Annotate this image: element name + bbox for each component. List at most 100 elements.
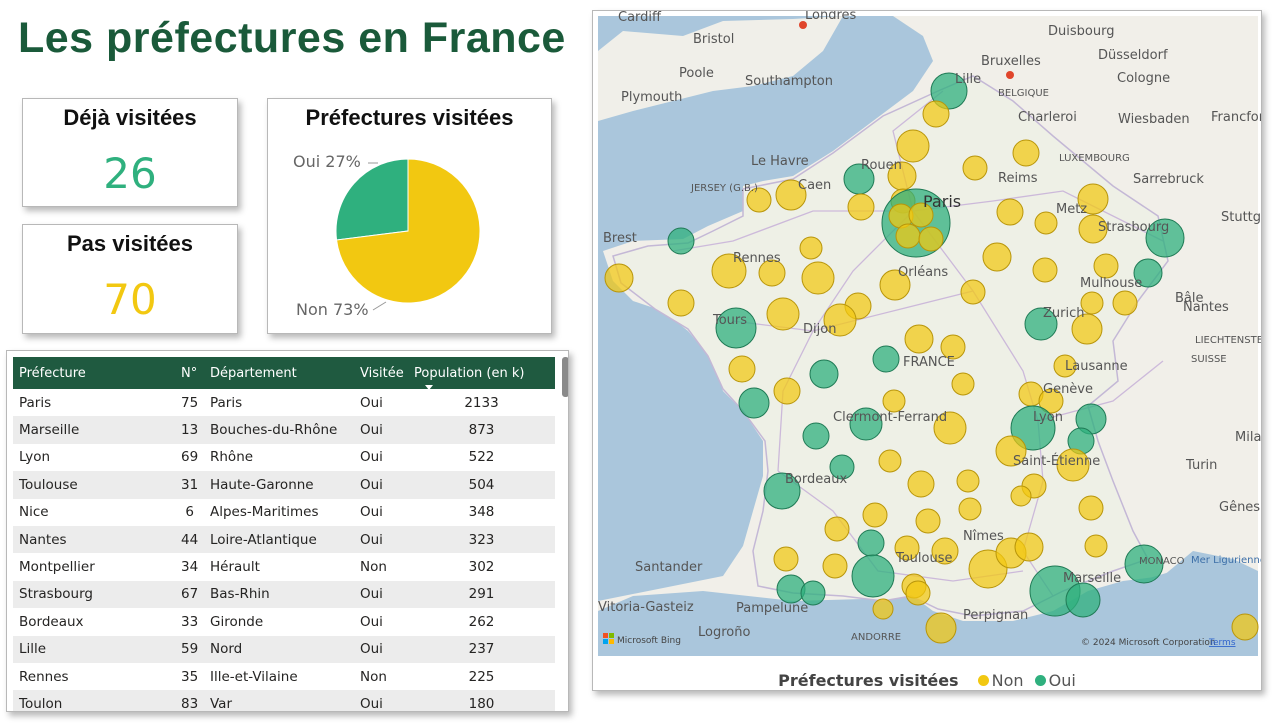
map-bubble-not-visited[interactable] [940,334,966,360]
table-row[interactable]: Toulon 83 Var Oui 180 [13,690,555,711]
pie-slice-non[interactable] [336,158,481,304]
map-bubble-visited[interactable] [1010,405,1056,451]
kpi-not-visited-card[interactable]: Pas visitées 70 [22,224,238,334]
map-bubble-not-visited[interactable] [882,389,906,413]
map-bubble-not-visited[interactable] [996,198,1024,226]
column-header-department[interactable]: Département [204,357,354,389]
column-header-visited[interactable]: Visitée [354,357,408,389]
map-bubble-not-visited[interactable] [822,553,848,579]
map-bubble-not-visited[interactable] [904,324,934,354]
pie-slice-oui[interactable] [335,158,409,241]
map-bubble-visited[interactable] [1065,582,1101,618]
map-bubble-not-visited[interactable] [1078,495,1104,521]
map-bubble-not-visited[interactable] [1056,448,1090,482]
table-row[interactable]: Marseille 13 Bouches-du-Rhône Oui 873 [13,416,555,444]
map-bubble-not-visited[interactable] [1038,388,1064,414]
map-bubble-not-visited[interactable] [905,580,931,606]
map-bubble-not-visited[interactable] [1071,313,1103,345]
table-scrollbar[interactable] [562,357,568,397]
table-row[interactable]: Nice 6 Alpes-Maritimes Oui 348 [13,499,555,526]
map-bubble-not-visited[interactable] [982,242,1012,272]
map-bubble-not-visited[interactable] [960,279,986,305]
map-bubble-not-visited[interactable] [894,535,920,561]
map-bubble-not-visited[interactable] [1010,485,1032,507]
map-bubble-visited[interactable] [715,307,757,349]
map-bubble-visited[interactable] [809,359,839,389]
map-bubble-not-visited[interactable] [766,297,800,331]
map-bubble-not-visited[interactable] [962,155,988,181]
map-bubble-not-visited[interactable] [951,372,975,396]
map-bubble-visited[interactable] [849,407,883,441]
map-bubble-not-visited[interactable] [711,253,747,289]
map-bubble-not-visited[interactable] [1078,214,1108,244]
map-bubble-not-visited[interactable] [958,497,982,521]
map-bubble-not-visited[interactable] [872,598,894,620]
table-row[interactable]: Strasbourg 67 Bas-Rhin Oui 291 [13,580,555,609]
map-bubble-visited[interactable] [829,454,855,480]
map-bubble-not-visited[interactable] [758,259,786,287]
table-row[interactable]: Toulouse 31 Haute-Garonne Oui 504 [13,471,555,499]
prefectures-table-card[interactable]: Préfecture N° Département Visitée Popula… [6,350,569,712]
map-bubble-visited[interactable] [1133,258,1163,288]
map-bubble-not-visited[interactable] [925,612,957,644]
map-bubble-not-visited[interactable] [1112,290,1138,316]
map-bubble-visited[interactable] [763,472,801,510]
table-row[interactable]: Rennes 35 Ille-et-Vilaine Non 225 [13,663,555,690]
map-bubble-not-visited[interactable] [1077,183,1109,215]
map-bubble-not-visited[interactable] [801,261,835,295]
map-bubble-not-visited[interactable] [746,187,772,213]
map-bubble-not-visited[interactable] [908,202,934,228]
map-bubble-not-visited[interactable] [915,508,941,534]
map-bubble-visited[interactable] [851,554,895,598]
map-bubble-visited[interactable] [738,387,770,419]
map-bubble-not-visited[interactable] [878,449,902,473]
kpi-visited-card[interactable]: Déjà visitées 26 [22,98,238,207]
table-row[interactable]: Paris 75 Paris Oui 2133 [13,389,555,416]
map-bubble-not-visited[interactable] [1032,257,1058,283]
map-bubble-visited[interactable] [1124,544,1164,584]
map-bubble-not-visited[interactable] [933,411,967,445]
pie-chart-card[interactable]: Préfectures visitées Oui 27% Non 73% [267,98,552,334]
map-bubble-not-visited[interactable] [931,537,959,565]
map-card[interactable]: Cardiff Bristol Poole Southampton Plymouth Lo… [592,10,1262,691]
table-row[interactable]: Lille 59 Nord Oui 237 [13,635,555,663]
map-bubble-not-visited[interactable] [1093,253,1119,279]
terms-link[interactable]: Terms [1208,638,1236,648]
table-row[interactable]: Nantes 44 Loire-Atlantique Oui 323 [13,525,555,554]
column-header-population[interactable]: Population (en k) [408,357,555,389]
map-bubble-visited[interactable] [1024,307,1058,341]
table-row[interactable]: Montpellier 34 Hérault Non 302 [13,553,555,580]
map-bubble-not-visited[interactable] [862,502,888,528]
map-bubble-visited[interactable] [930,72,968,110]
map-bubble-not-visited[interactable] [956,469,980,493]
map-bubble-visited[interactable] [802,422,830,450]
map-bubble-not-visited[interactable] [773,546,799,572]
map-bubble-not-visited[interactable] [799,236,823,260]
map-bubble-not-visited[interactable] [918,226,944,252]
map-bubble-not-visited[interactable] [775,179,807,211]
map-bubble-not-visited[interactable] [1080,291,1104,315]
map-bubble-not-visited[interactable] [895,223,921,249]
map-bubble-visited[interactable] [800,580,826,606]
column-header-number[interactable]: N° [175,357,204,389]
map-bubble-not-visited[interactable] [728,355,756,383]
map-bubble-not-visited[interactable] [823,303,857,337]
map-bubble-not-visited[interactable] [1012,139,1040,167]
table-row[interactable]: Lyon 69 Rhône Oui 522 [13,444,555,471]
map-bubble-not-visited[interactable] [922,100,950,128]
map-bubble-not-visited[interactable] [1231,613,1259,641]
map-bubble-not-visited[interactable] [847,193,875,221]
column-header-prefecture[interactable]: Préfecture [13,357,175,389]
prefectures-map[interactable]: Cardiff Bristol Poole Southampton Plymouth Lo… [593,11,1262,691]
map-bubble-not-visited[interactable] [1053,354,1077,378]
map-bubble-visited[interactable] [857,529,885,557]
map-bubble-visited[interactable] [667,227,695,255]
map-bubble-not-visited[interactable] [1084,534,1108,558]
map-bubble-not-visited[interactable] [667,289,695,317]
map-bubble-visited[interactable] [1145,218,1185,258]
table-row[interactable]: Bordeaux 33 Gironde Oui 262 [13,608,555,635]
map-bubble-not-visited[interactable] [907,470,935,498]
map-bubble-not-visited[interactable] [604,263,634,293]
map-bubble-visited[interactable] [776,574,806,604]
sort-descending-icon[interactable] [425,385,433,390]
